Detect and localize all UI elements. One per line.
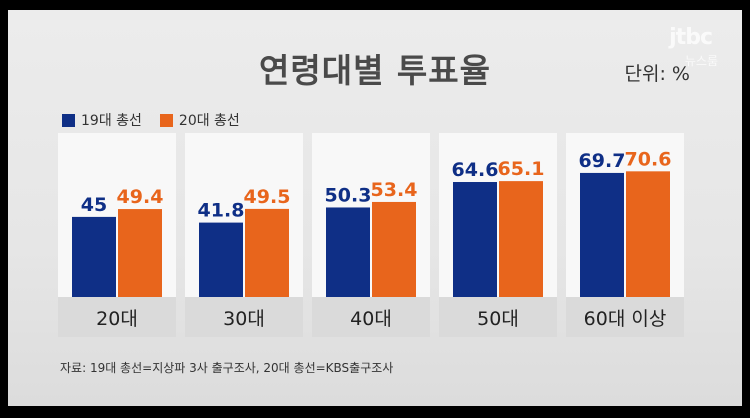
legend-item-19th-election: 19대 총선 <box>62 110 142 130</box>
data-label: 70.6 <box>625 148 672 170</box>
category-label: 20대 <box>96 308 138 330</box>
category-label-band <box>58 297 176 337</box>
bar-series2 <box>372 201 416 297</box>
legend-swatch-orange <box>159 113 173 127</box>
category-label-band <box>312 297 430 337</box>
category-label-band <box>439 297 557 337</box>
category-label: 50대 <box>477 308 519 330</box>
category-label-band <box>185 297 303 337</box>
chart-title: 연령대별 투표율 <box>258 51 491 90</box>
bar-series2 <box>499 181 543 297</box>
category-label: 30대 <box>223 308 265 330</box>
data-label: 45 <box>81 194 107 216</box>
data-label: 53.4 <box>371 179 418 201</box>
broadcaster-logo: jtbc <box>669 25 713 50</box>
data-label: 65.1 <box>498 158 545 180</box>
bar-series1 <box>453 182 497 297</box>
data-label: 50.3 <box>325 184 372 206</box>
category-label: 60대 이상 <box>584 308 667 330</box>
bar-series2 <box>626 171 670 297</box>
legend-label: 20대 총선 <box>178 113 240 129</box>
legend-label: 19대 총선 <box>81 113 142 129</box>
bar-series1 <box>199 222 243 297</box>
data-label: 64.6 <box>452 159 499 181</box>
bar-series1 <box>326 207 370 297</box>
unit-label: 단위: % <box>624 63 690 85</box>
bar-series2 <box>245 208 289 297</box>
category-label: 40대 <box>350 308 392 330</box>
chart-stage: 연령대별 투표율 단위: % jtbc 뉴스룸 19대 총선 20대 총선 20… <box>8 10 742 406</box>
category-label-band <box>566 297 684 337</box>
data-label: 49.4 <box>117 186 164 208</box>
data-label: 41.8 <box>198 200 245 222</box>
data-label: 69.7 <box>579 150 626 172</box>
legend-item-20th-election: 20대 총선 <box>159 110 240 130</box>
source-note: 자료: 19대 총선=지상파 3사 출구조사, 20대 총선=KBS출구조사 <box>60 361 394 375</box>
bar-series1 <box>580 172 624 297</box>
bar-chart: 20대 45 49.4 30대 41.849.5 40대 50.3 53.4 50대 64.6 65… <box>58 133 684 337</box>
program-logo-text: 뉴스룸 <box>684 54 718 68</box>
legend-swatch-blue <box>62 113 75 127</box>
chart-legend: 19대 총선 20대 총선 <box>62 110 240 130</box>
bar-series1 <box>72 216 116 297</box>
data-label: 49.5 <box>244 186 291 208</box>
bar-series2 <box>118 209 162 297</box>
